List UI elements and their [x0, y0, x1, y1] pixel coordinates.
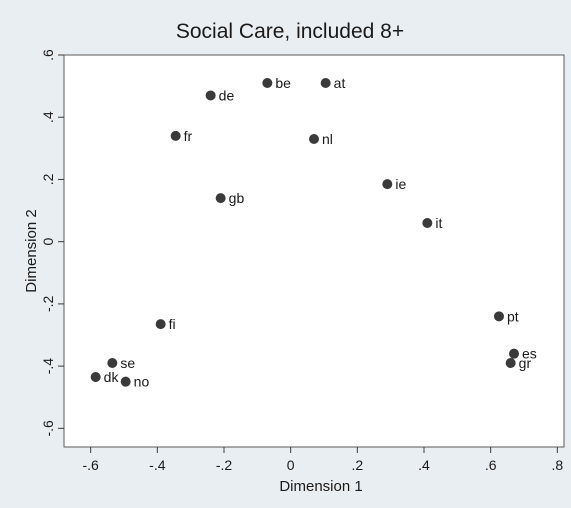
point-ie: [382, 179, 393, 190]
point-gr: [505, 358, 516, 368]
y-tick-label: -.2: [40, 296, 56, 313]
point-label-gb: gb: [229, 190, 245, 206]
point-it: [422, 218, 433, 228]
point-nl: [309, 134, 319, 144]
chart-title: Social Care, included 8+: [176, 20, 404, 43]
data-points: be at de fr nl ie gb it pt fi es se gr dk no: [90, 75, 537, 390]
point-be: [262, 78, 273, 88]
y-axis: .6 .4 .2 0 -.2 -.4 -.6: [40, 49, 64, 437]
x-axis-label: Dimension 1: [279, 478, 362, 495]
point-label-dk: dk: [104, 369, 120, 385]
point-dk: [90, 372, 101, 382]
y-tick-label: -.4: [40, 358, 56, 375]
x-tick-label: -.4: [149, 457, 166, 473]
point-label-fi: fi: [169, 316, 176, 332]
y-axis-label: Dimension 2: [23, 209, 40, 292]
x-tick-label: .8: [551, 457, 563, 473]
point-fr: [170, 130, 181, 141]
point-label-nl: nl: [322, 131, 333, 147]
y-tick-label: .2: [40, 173, 56, 185]
y-tick-label: 0: [40, 238, 56, 246]
plot-area: [63, 54, 565, 448]
point-label-it: it: [435, 215, 442, 231]
point-at: [320, 78, 331, 88]
point-label-es: es: [522, 346, 537, 362]
point-gb: [215, 193, 226, 204]
point-fi: [155, 319, 166, 330]
x-axis: -.6 -.4 -.2 0 .2 .4 .6 .8: [82, 447, 563, 473]
point-label-gr: gr: [519, 355, 532, 371]
x-tick-label: .6: [485, 457, 497, 473]
point-se: [107, 358, 118, 368]
x-tick-label: -.2: [216, 457, 233, 473]
point-label-fr: fr: [184, 128, 193, 144]
x-tick-label: 0: [287, 457, 295, 473]
y-tick-label: -.6: [40, 420, 56, 437]
x-tick-label: .4: [418, 457, 430, 473]
point-pt: [494, 311, 504, 322]
point-label-no: no: [134, 374, 150, 390]
point-label-pt: pt: [507, 308, 519, 324]
point-label-at: at: [334, 75, 346, 91]
point-no: [120, 376, 131, 387]
x-tick-label: -.6: [82, 457, 99, 473]
y-tick-label: .4: [40, 111, 56, 123]
point-de: [205, 90, 216, 101]
point-label-ie: ie: [395, 176, 406, 192]
x-tick-label: .2: [351, 457, 363, 473]
point-label-se: se: [120, 355, 135, 371]
y-tick-label: .6: [40, 49, 56, 61]
point-label-de: de: [219, 87, 235, 103]
point-es: [509, 348, 519, 359]
point-label-be: be: [275, 75, 291, 91]
